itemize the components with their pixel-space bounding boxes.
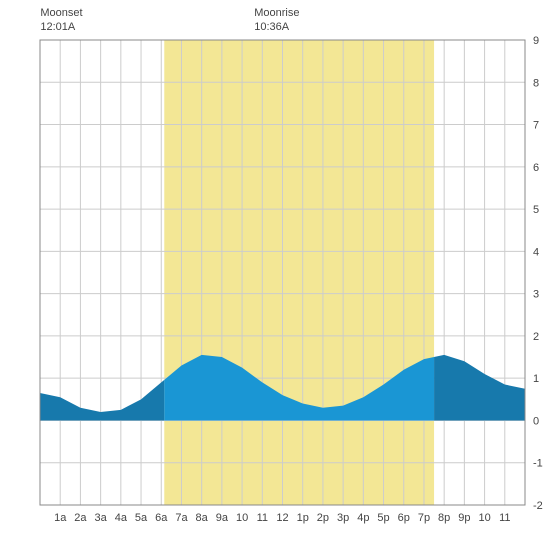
x-tick-label: 2p <box>317 512 329 524</box>
y-tick-label: 4 <box>533 246 539 258</box>
x-tick-label: 11 <box>499 512 510 524</box>
y-tick-label: 0 <box>533 415 539 427</box>
y-tick-label: 9 <box>533 35 539 47</box>
y-tick-label: 7 <box>533 120 539 132</box>
x-tick-label: 8p <box>438 512 450 524</box>
x-tick-label: 3a <box>95 512 108 524</box>
x-axis-labels: 1a 2a 3a 4a 5a 6a 7a 8a 9a 10 11 12 1p 2p 3p 4p 5p 6p 7p 8p… <box>54 512 510 524</box>
x-tick-label: 7a <box>175 512 188 524</box>
moonset-title: Moonset <box>40 7 82 19</box>
x-tick-label: 9a <box>216 512 229 524</box>
x-tick-label: 9p <box>458 512 470 524</box>
tide-chart: 1a2a3a4a5a6a7a8a9a1011121p2p3p4p5p6p7p8p… <box>0 0 550 550</box>
x-tick-label: 7p <box>418 512 430 524</box>
x-tick-label: 8a <box>196 512 209 524</box>
daylight-band <box>164 40 434 505</box>
y-tick-label: -2 <box>533 500 543 512</box>
x-tick-label: 5p <box>377 512 389 524</box>
y-tick-label: 1 <box>533 373 539 385</box>
x-tick-label: 6a <box>155 512 168 524</box>
y-tick-label: 3 <box>533 289 539 301</box>
y-tick-label: -1 <box>533 458 543 470</box>
x-tick-label: 1p <box>297 512 309 524</box>
y-tick-label: 6 <box>533 162 539 174</box>
x-tick-label: 1a <box>54 512 67 524</box>
x-tick-label: 6p <box>398 512 410 524</box>
x-tick-label: 10 <box>236 512 248 524</box>
y-tick-label: 5 <box>533 204 539 216</box>
x-tick-label: 3p <box>337 512 349 524</box>
y-tick-label: 8 <box>533 77 539 89</box>
x-tick-label: 2a <box>74 512 87 524</box>
chart-svg: 1a2a3a4a5a6a7a8a9a1011121p2p3p4p5p6p7p8p… <box>0 0 550 550</box>
x-tick-label: 4p <box>357 512 369 524</box>
moonrise-time: 10:36A <box>254 21 290 33</box>
y-tick-label: 2 <box>533 331 539 343</box>
x-tick-label: 4a <box>115 512 128 524</box>
moonrise-title: Moonrise <box>254 7 299 19</box>
x-tick-label: 12 <box>276 512 288 524</box>
x-tick-label: 10 <box>478 512 490 524</box>
x-tick-label: 11 <box>257 512 268 524</box>
moonset-time: 12:01A <box>40 21 76 33</box>
x-tick-label: 5a <box>135 512 148 524</box>
